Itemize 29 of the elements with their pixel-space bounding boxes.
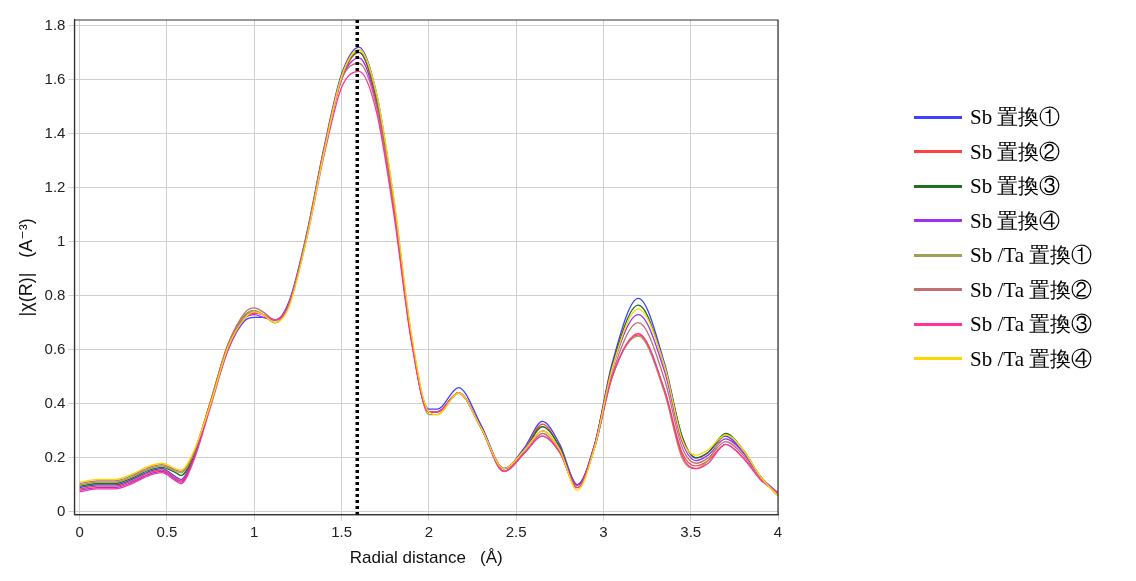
legend-label: Sb 置換④ <box>970 207 1061 235</box>
y-tick-label: 0.8 <box>44 285 66 303</box>
x-tick-label: 1.5 <box>331 522 352 540</box>
x-tick-label: 0 <box>75 522 84 540</box>
x-tick-label: 1 <box>250 522 259 540</box>
x-tick-label: 4 <box>773 522 783 540</box>
legend-label: Sb 置換② <box>970 138 1061 166</box>
x-axis-title: Radial distance (Å) <box>349 548 503 568</box>
x-tick-label: 3 <box>599 522 608 540</box>
legend-label: Sb /Ta 置換① <box>970 242 1093 270</box>
y-tick-label: 0.2 <box>44 447 66 465</box>
y-tick-label: 0.4 <box>44 393 66 411</box>
y-axis-title: |χ(R)| (A⁻³) <box>15 218 36 317</box>
y-tick-label: 1.4 <box>44 123 66 141</box>
y-tick-label: 0 <box>57 502 66 520</box>
legend-label: Sb 置換① <box>970 104 1061 132</box>
x-tick-label: 3.5 <box>680 522 702 540</box>
legend-label: Sb 置換③ <box>970 173 1061 201</box>
y-tick-label: 1 <box>57 231 66 249</box>
x-tick-label: 2 <box>424 522 434 540</box>
y-tick-label: 1.6 <box>44 69 66 87</box>
legend-label: Sb /Ta 置換③ <box>970 311 1093 339</box>
legend-label: Sb /Ta 置換② <box>970 276 1093 304</box>
y-tick-label: 1.8 <box>44 15 66 33</box>
y-tick-label: 0.6 <box>44 339 66 357</box>
x-tick-label: 0.5 <box>156 522 178 540</box>
x-tick-label: 2.5 <box>505 522 527 540</box>
y-tick-label: 1.2 <box>44 177 66 195</box>
legend-label: Sb /Ta 置換④ <box>970 345 1093 373</box>
